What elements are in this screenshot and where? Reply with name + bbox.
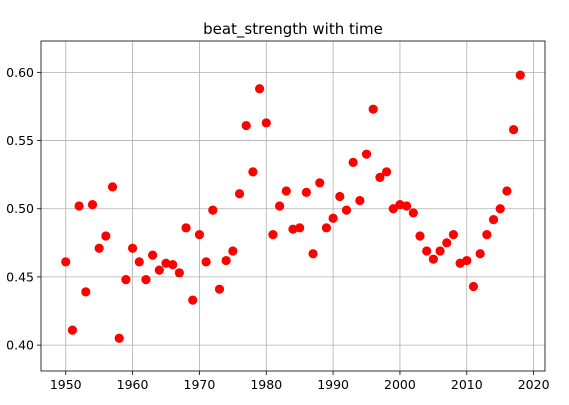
data-point [442,238,451,247]
data-point [61,257,70,266]
data-point [181,223,190,232]
data-point [295,223,304,232]
data-point [248,167,257,176]
data-point [516,70,525,79]
data-point [215,285,224,294]
data-point [409,208,418,217]
y-tick-label: 0.40 [6,338,34,353]
data-point [75,201,84,210]
data-point [382,167,391,176]
data-point [115,334,124,343]
data-point [68,325,77,334]
x-tick-label: 1970 [184,377,216,392]
data-point [168,260,177,269]
grid-lines [41,41,545,371]
data-point [315,178,324,187]
y-tick-label: 0.50 [6,201,34,216]
data-point [275,201,284,210]
data-point [95,244,104,253]
data-point [262,118,271,127]
data-point [342,205,351,214]
data-point [349,158,358,167]
data-point [128,244,137,253]
data-point [108,182,117,191]
data-point [329,214,338,223]
data-point [175,268,184,277]
data-point [155,265,164,274]
data-point [148,250,157,259]
y-tick-label: 0.45 [6,269,34,284]
data-point [469,282,478,291]
data-point [476,249,485,258]
data-point [429,255,438,264]
data-point [222,256,231,265]
x-tick-label: 2000 [384,377,416,392]
data-point [462,256,471,265]
data-point [135,257,144,266]
data-point [141,275,150,284]
x-tick-label: 1960 [117,377,149,392]
data-point [121,275,130,284]
chart-title: beat_strength with time [203,20,383,39]
x-tick-label: 2020 [518,377,550,392]
data-point [235,189,244,198]
x-axis-ticks: 1950 1960 1970 1980 1990 2000 2010 2020 [50,371,550,392]
y-axis-ticks: 0.40 0.45 0.50 0.55 0.60 [6,65,41,353]
data-point [308,249,317,258]
data-point [509,125,518,134]
data-point [302,188,311,197]
data-point [402,201,411,210]
data-point [81,287,90,296]
data-point [88,200,97,209]
data-point [268,230,277,239]
data-point [242,121,251,130]
plot-frame [41,41,545,371]
data-point [496,204,505,213]
data-point [489,215,498,224]
data-point [228,246,237,255]
data-point [435,246,444,255]
x-tick-label: 2010 [451,377,483,392]
data-point [415,231,424,240]
data-point [208,205,217,214]
data-point [355,196,364,205]
x-tick-label: 1950 [50,377,82,392]
data-point [482,230,491,239]
x-tick-label: 1980 [250,377,282,392]
data-point [369,105,378,114]
data-point [282,186,291,195]
data-point [188,295,197,304]
data-point [335,192,344,201]
y-tick-label: 0.55 [6,133,34,148]
data-point [101,231,110,240]
y-tick-label: 0.60 [6,65,34,80]
data-point [255,84,264,93]
data-point [502,186,511,195]
data-points [61,70,525,342]
data-point [449,230,458,239]
data-point [195,230,204,239]
data-point [422,246,431,255]
x-tick-label: 1990 [317,377,349,392]
data-point [322,223,331,232]
data-point [202,257,211,266]
data-point [362,150,371,159]
